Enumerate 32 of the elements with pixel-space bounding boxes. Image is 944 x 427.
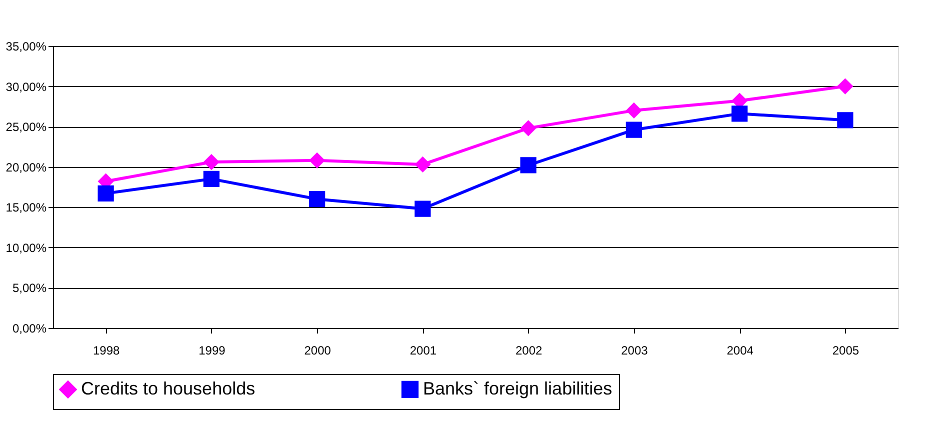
point [520,120,536,136]
y-tick-label: 10,00% [6,240,47,255]
point [414,200,431,217]
y-tick-label: 30,00% [6,80,47,94]
x-tick-label: 2002 [515,344,542,358]
y-tick-label: 35,00% [6,40,47,54]
point [203,154,220,170]
x-tick-label: 2003 [621,344,648,358]
x-tick-label: 2005 [832,344,860,358]
x-tick-label: 2000 [304,344,332,358]
point [732,106,748,122]
legend-label: Credits to households [81,378,256,398]
y-tick-label: 15,00% [6,200,47,215]
y-tick-label: 0,00% [12,322,47,336]
x-tick-label: 2001 [410,344,437,358]
point [203,170,220,188]
point [414,156,431,172]
point [309,152,326,168]
legend-label: Banks` foreign liabilities [423,378,612,398]
point [626,122,642,138]
point [837,112,854,128]
x-tick-label: 2004 [726,344,754,358]
y-tick-label: 25,00% [6,120,47,134]
point [520,157,536,174]
point [837,78,854,94]
x-tick-label: 1998 [92,344,120,358]
point [98,185,114,202]
y-tick-label: 5,00% [12,281,47,296]
point [626,102,642,119]
y-tick-label: 20,00% [6,160,47,174]
point [309,191,326,208]
x-tick-label: 1999 [198,344,226,358]
